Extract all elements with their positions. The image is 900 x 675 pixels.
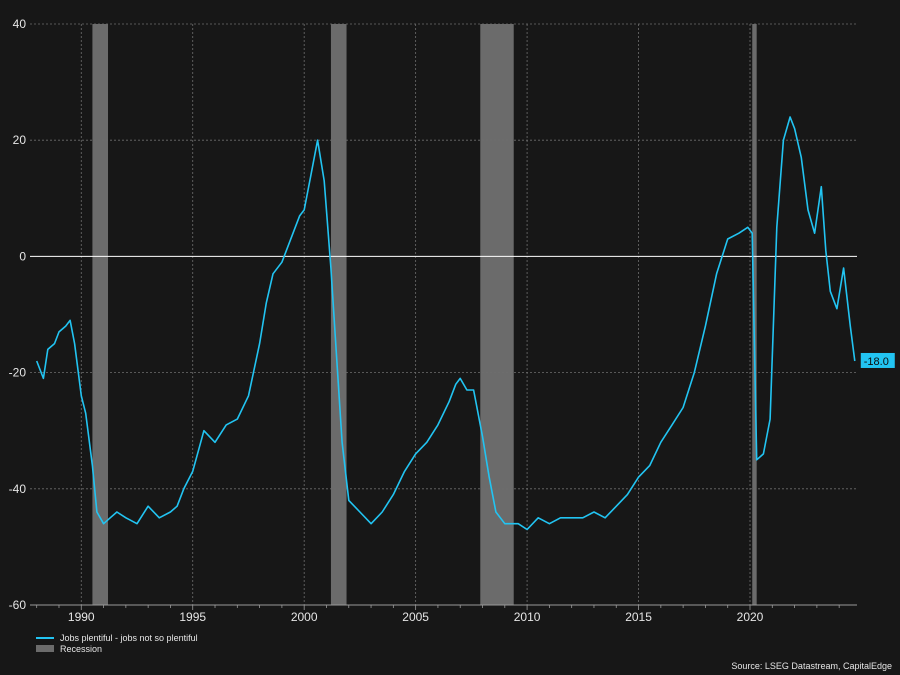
- y-tick-label: -40: [9, 482, 27, 496]
- end-value-label-bg: [860, 352, 895, 368]
- y-tick-label: 20: [13, 133, 27, 147]
- legend-series-label: Jobs plentiful - jobs not so plentiful: [60, 632, 198, 643]
- grid-layer: [30, 23, 857, 606]
- x-tick-label: 2015: [625, 610, 652, 624]
- x-tick-label: 1995: [179, 610, 206, 624]
- recession-band-1: [330, 24, 347, 605]
- x-tick-label: 1990: [68, 610, 95, 624]
- x-tick-label: 2005: [402, 610, 429, 624]
- x-tick-label: 2010: [514, 610, 541, 624]
- y-tick-label: 0: [19, 249, 26, 263]
- recession-band-2: [480, 24, 514, 605]
- y-tick-label: -20: [9, 366, 27, 380]
- series-line-jobs-plentiful: [35, 116, 856, 531]
- axis-layer: 40 20 0 -20 -40 -60 1990 1995 2000 2005 2010 2015 20…: [9, 17, 857, 624]
- legend-line-swatch: [36, 636, 54, 639]
- legend-recession-swatch: [36, 645, 54, 652]
- end-value-label-text: -18.0: [864, 356, 889, 368]
- recession-band-0: [92, 24, 109, 605]
- end-value-label: -18.0: [860, 352, 895, 368]
- y-tick-label: -60: [9, 598, 27, 612]
- source-note: Source: LSEG Datastream, CapitalEdge: [731, 661, 892, 671]
- x-tick-label: 2020: [737, 610, 764, 624]
- recession-layer: [92, 24, 757, 605]
- legend-item-series: Jobs plentiful - jobs not so plentiful: [36, 632, 198, 643]
- legend: Jobs plentiful - jobs not so plentiful R…: [36, 632, 198, 654]
- legend-item-recession: Recession: [36, 643, 198, 654]
- legend-recession-label: Recession: [60, 643, 103, 654]
- y-tick-label: 40: [13, 17, 27, 31]
- x-tick-label: 2000: [291, 610, 318, 624]
